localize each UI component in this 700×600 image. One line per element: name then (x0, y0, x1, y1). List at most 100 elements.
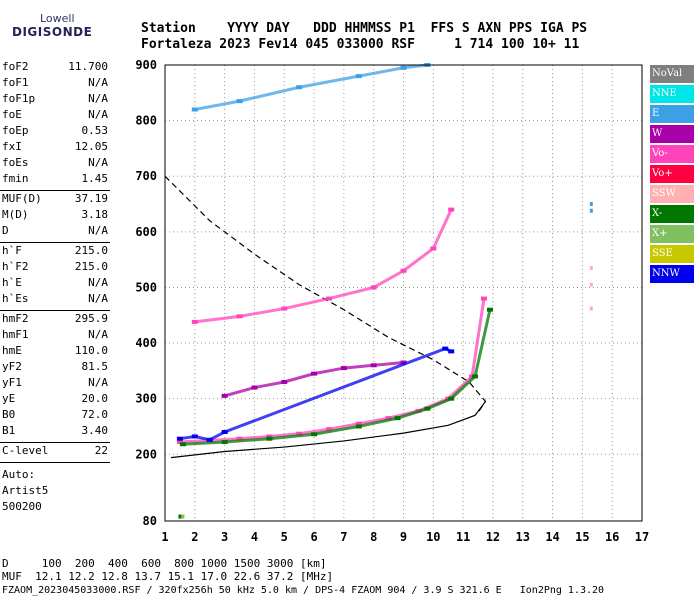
x-tick-label: 2 (191, 530, 198, 544)
param-value: N/A (88, 76, 108, 89)
logo-bottom-text: DIGISONDE (12, 25, 93, 39)
param-name: foEp (2, 124, 29, 137)
param-name: fxI (2, 140, 22, 153)
echo-marker (589, 282, 593, 287)
param-row: hmF1 N/A (2, 328, 108, 344)
legend-item: NNE (650, 85, 694, 103)
param-name: yF1 (2, 376, 22, 389)
echo-marker (589, 306, 593, 311)
param-row: foE N/A (2, 108, 108, 124)
param-value: N/A (88, 276, 108, 289)
echo-marker (589, 202, 593, 207)
x-tick-label: 11 (456, 530, 470, 544)
legend-item: X+ (650, 225, 694, 243)
auto-info-2: Artist5 (2, 484, 49, 497)
legend-item: Vo+ (650, 165, 694, 183)
param-value: 20.0 (81, 392, 109, 405)
x-tick-label: 6 (310, 530, 317, 544)
c-level-value: 22 (94, 444, 108, 457)
param-value: 215.0 (74, 244, 108, 257)
param-name: foEs (2, 156, 29, 169)
y-tick-label: 900 (135, 58, 157, 72)
param-name: hmF1 (2, 328, 29, 341)
profile-curve-solid (170, 401, 486, 459)
header-line-2: Fortaleza 2023 Fev14 045 033000 RSF 1 71… (141, 37, 580, 52)
file-info-row: FZAOM_2023045033000.RSF / 320fx256h 50 k… (2, 585, 605, 596)
param-value: N/A (88, 328, 108, 341)
param-row: h`F2 215.0 (2, 260, 108, 276)
echo-trace (182, 309, 492, 446)
param-row: foF2 11.700 (2, 60, 108, 76)
echo-marker (589, 208, 593, 213)
param-row: foF1 N/A (2, 76, 108, 92)
param-row: yF2 81.5 (2, 360, 108, 376)
distance-row: D 100 200 400 600 800 1000 1500 3000 [km… (2, 557, 327, 570)
param-value: 3.40 (81, 424, 109, 437)
legend-item: Vo- (650, 145, 694, 163)
param-name: h`F (2, 244, 22, 257)
y-tick-label: 200 (135, 447, 157, 461)
legend-item: SSE (650, 245, 694, 263)
legend-item: W (650, 125, 694, 143)
param-row: yF1 N/A (2, 376, 108, 392)
param-name: hmF2 (2, 312, 29, 325)
x-tick-label: 9 (400, 530, 407, 544)
param-value: 3.18 (81, 208, 109, 221)
echo-trace (224, 361, 404, 398)
param-value: N/A (88, 376, 108, 389)
y-tick-label: 700 (135, 169, 157, 183)
param-row: B1 3.40 (2, 424, 108, 440)
x-tick-label: 4 (251, 530, 258, 544)
param-row: hmF2 295.9 (2, 312, 108, 328)
header-line-1: Station YYYY DAY DDD HHMMSS P1 FFS S AXN… (141, 21, 588, 36)
auto-info-3: 500200 (2, 500, 42, 513)
logo-top-text: Lowell (40, 12, 75, 25)
param-row: M(D) 3.18 (2, 208, 108, 224)
param-row: D N/A (2, 224, 108, 240)
param-value: N/A (88, 156, 108, 169)
param-row: fxI 12.05 (2, 140, 108, 156)
x-tick-label: 15 (575, 530, 589, 544)
param-name: foF1p (2, 92, 36, 105)
x-tick-label: 17 (635, 530, 649, 544)
param-separator (0, 462, 110, 463)
param-value: 215.0 (74, 260, 108, 273)
param-row: foF1p N/A (2, 92, 108, 108)
auto-info-1: Auto: (2, 468, 36, 481)
param-value: 11.700 (68, 60, 108, 73)
profile-curve-dashed (164, 175, 487, 413)
param-name: foE (2, 108, 22, 121)
y-tick-label: 400 (135, 336, 157, 350)
param-name: h`Es (2, 292, 29, 305)
x-tick-label: 7 (340, 530, 347, 544)
y-tick-label: 600 (135, 225, 157, 239)
param-name: foF2 (2, 60, 29, 73)
echo-trace (194, 208, 453, 324)
x-tick-label: 14 (545, 530, 559, 544)
param-row: fmin 1.45 (2, 172, 108, 188)
param-name: h`F2 (2, 260, 29, 273)
param-name: foF1 (2, 76, 29, 89)
param-value: 72.0 (81, 408, 109, 421)
param-row: hmE 110.0 (2, 344, 108, 360)
param-name: B0 (2, 408, 16, 421)
echo-trace (194, 63, 428, 111)
param-name: yE (2, 392, 16, 405)
param-row: foEs N/A (2, 156, 108, 172)
param-separator (0, 242, 110, 243)
param-row: h`Es N/A (2, 292, 108, 308)
param-row: h`F 215.0 (2, 244, 108, 260)
param-value: 110.0 (74, 344, 108, 357)
param-value: N/A (88, 292, 108, 305)
param-value: N/A (88, 224, 108, 237)
param-row: foEp 0.53 (2, 124, 108, 140)
legend-item: NoVal (650, 65, 694, 83)
param-name: M(D) (2, 208, 29, 221)
param-name: h`E (2, 276, 22, 289)
param-value: N/A (88, 92, 108, 105)
plot-frame (164, 64, 643, 522)
echo-marker (181, 514, 185, 519)
param-row: MUF(D) 37.19 (2, 192, 108, 208)
param-row: h`E N/A (2, 276, 108, 292)
